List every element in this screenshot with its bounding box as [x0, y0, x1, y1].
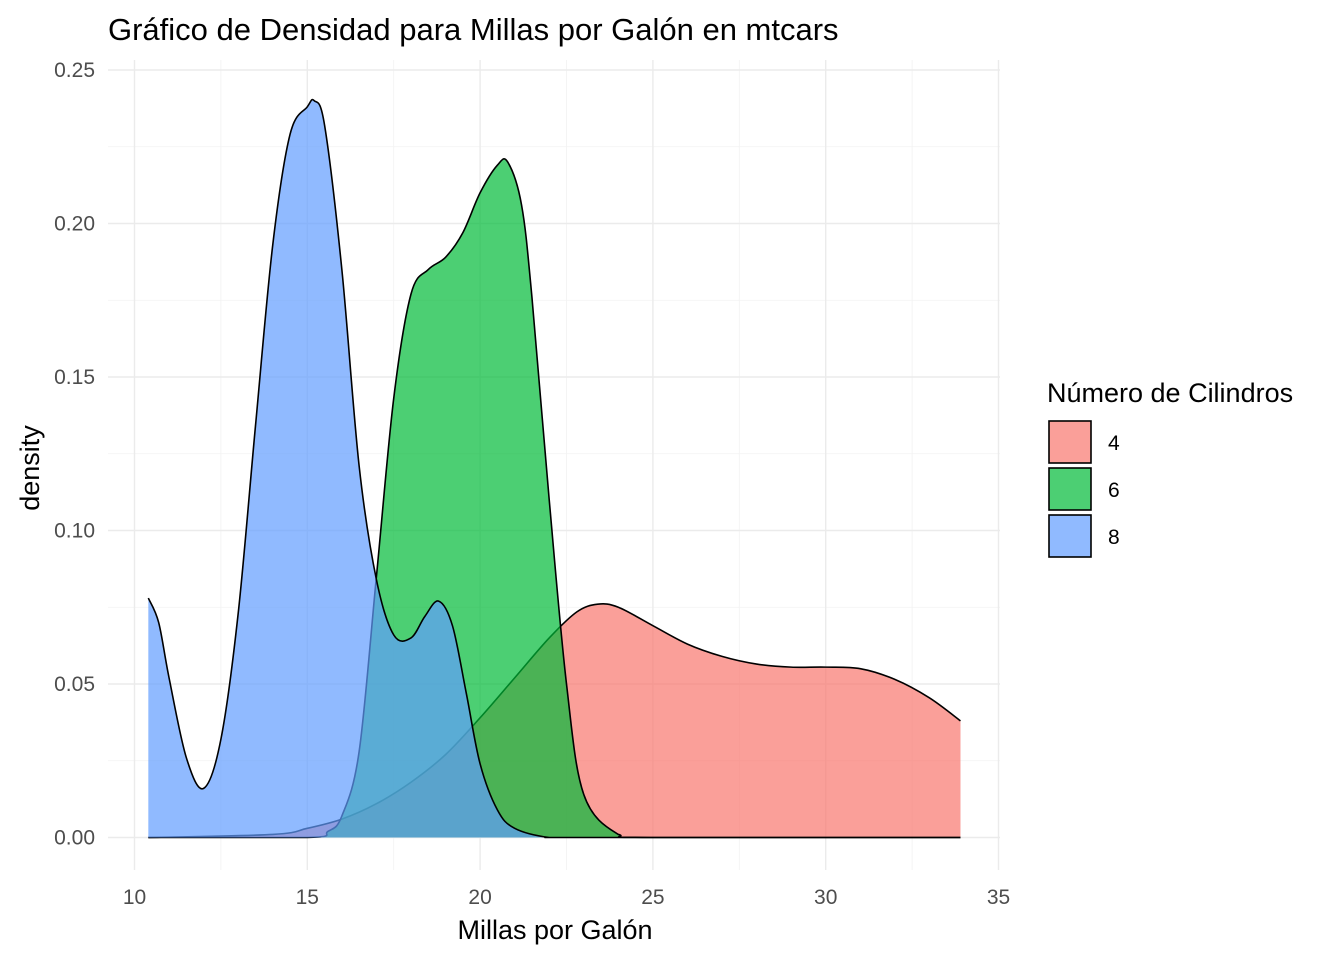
legend-label-4: 4 — [1108, 432, 1120, 455]
legend: Número de Cilindros 4 6 8 — [1047, 378, 1293, 558]
x-tick-label: 15 — [296, 886, 319, 909]
density-area-6 — [148, 158, 961, 838]
x-tick-label: 10 — [123, 886, 146, 909]
legend-label-8: 8 — [1108, 526, 1120, 549]
x-tick-label: 35 — [987, 886, 1010, 909]
y-axis-title: density — [15, 425, 45, 511]
x-axis-title: Millas por Galón — [457, 915, 652, 945]
x-tick-label: 25 — [641, 886, 664, 909]
legend-key-6 — [1048, 467, 1092, 511]
y-tick-label: 0.20 — [54, 213, 95, 236]
x-tick-label: 30 — [814, 886, 837, 909]
y-tick-label: 0.00 — [54, 827, 95, 850]
density-line-8 — [147, 98, 961, 839]
y-axis-ticks: 0.00 0.05 0.10 0.15 0.20 0.25 — [54, 59, 95, 850]
legend-label-6: 6 — [1108, 479, 1120, 502]
legend-items: 4 6 8 — [1048, 420, 1120, 558]
y-tick-label: 0.10 — [54, 520, 95, 543]
density-area-8 — [148, 99, 961, 838]
y-tick-label: 0.05 — [54, 673, 95, 696]
chart-title: Gráfico de Densidad para Millas por Galó… — [108, 12, 839, 47]
density-areas — [147, 98, 961, 839]
y-tick-label: 0.15 — [54, 366, 95, 389]
x-axis-ticks: 10 15 20 25 30 35 — [123, 886, 1010, 909]
y-tick-label: 0.25 — [54, 59, 95, 82]
legend-title: Número de Cilindros — [1047, 378, 1293, 408]
legend-key-4 — [1048, 420, 1092, 464]
legend-key-8 — [1048, 514, 1092, 558]
x-tick-label: 20 — [468, 886, 491, 909]
